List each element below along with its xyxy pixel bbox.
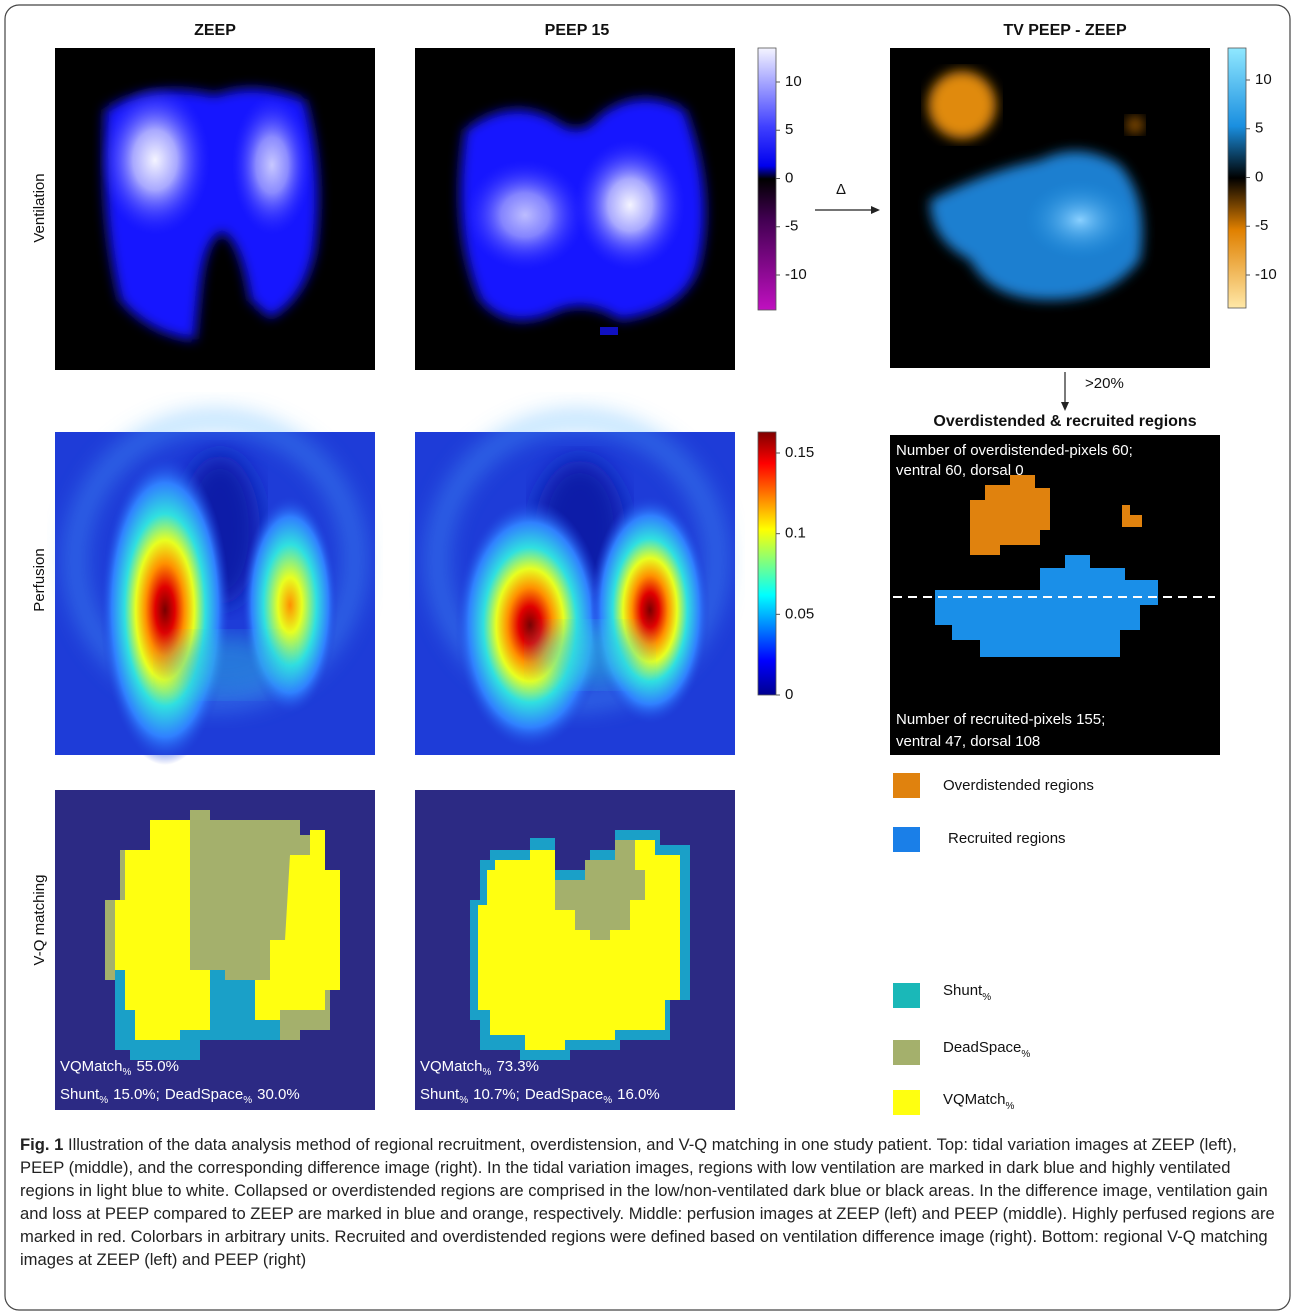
vq-stat: Shunt%15.0%;DeadSpace%30.0% <box>60 1086 300 1106</box>
legend-swatch <box>893 1040 920 1065</box>
legend-label: DeadSpace% <box>943 1039 1030 1060</box>
legend-swatch <box>893 983 920 1008</box>
vq-stat: VQMatch%73.3% <box>420 1058 539 1078</box>
perfusion-peep-image <box>415 420 735 755</box>
legend-label: Shunt% <box>943 982 991 1003</box>
legend-swatch <box>893 827 920 852</box>
row-label: V-Q matching <box>31 875 48 966</box>
colorbar-label: -5 <box>1255 217 1268 234</box>
colorbar-label: -5 <box>785 218 798 235</box>
arrow-head <box>1061 402 1069 411</box>
row-label: Perfusion <box>31 548 48 611</box>
legend-label: Recruited regions <box>948 830 1066 847</box>
colorbar-label: -10 <box>785 266 807 283</box>
perfusion-zeep-image <box>55 420 375 765</box>
colorbar-label: 0.05 <box>785 605 814 622</box>
figure: ZEEP PEEP 15 TV PEEP - ZEEP Ventilation … <box>0 0 1295 1316</box>
regions-title: Overdistended & recruited regions <box>933 413 1196 430</box>
colorbar-label: 5 <box>1255 120 1263 137</box>
difference-colorbar: 10 5 0 -5 -10 <box>1228 48 1277 308</box>
column-title: ZEEP <box>194 22 236 39</box>
caption-label: Fig. 1 <box>20 1135 63 1154</box>
colorbar-label: 10 <box>785 73 802 90</box>
regions-text: Number of overdistended-pixels 60; <box>896 442 1133 459</box>
legend-swatch <box>893 773 920 798</box>
caption-text: Illustration of the data analysis method… <box>20 1135 1275 1269</box>
legend-label: Overdistended regions <box>943 777 1094 794</box>
vq-stat: Shunt%10.7%;DeadSpace%16.0% <box>420 1086 660 1106</box>
colorbar-label: -10 <box>1255 266 1277 283</box>
colorbar-label: 0 <box>785 686 793 703</box>
regions-image <box>890 435 1220 755</box>
regions-text: ventral 47, dorsal 108 <box>896 733 1040 750</box>
ventilation-zeep-image <box>55 48 375 370</box>
legend-label: VQMatch% <box>943 1091 1015 1112</box>
column-title: PEEP 15 <box>545 22 610 39</box>
colorbar-label: 0.15 <box>785 444 814 461</box>
threshold-label: >20% <box>1085 375 1124 392</box>
colorbar-label: 5 <box>785 121 793 138</box>
colorbar-label: 0 <box>785 169 793 186</box>
figure-page: ZEEP PEEP 15 TV PEEP - ZEEP Ventilation … <box>0 0 1295 1316</box>
colorbar-label: 0 <box>1255 168 1263 185</box>
caption: Fig. 1 Illustration of the data analysis… <box>20 1133 1278 1271</box>
arrow-head <box>871 206 880 214</box>
vq-stat: VQMatch%55.0% <box>60 1058 179 1078</box>
regions-text: Number of recruited-pixels 155; <box>896 711 1105 728</box>
ventilation-colorbar: 10 5 0 -5 -10 <box>758 48 807 310</box>
colorbar-label: 10 <box>1255 71 1272 88</box>
row-label: Ventilation <box>31 173 48 242</box>
colorbar-label: 0.1 <box>785 525 806 542</box>
perfusion-colorbar: 0.15 0.1 0.05 0 <box>758 432 814 703</box>
column-title: TV PEEP - ZEEP <box>1003 22 1127 39</box>
difference-image <box>890 48 1210 368</box>
ventilation-peep-image <box>415 48 735 370</box>
legend-swatch <box>893 1090 920 1115</box>
regions-text: ventral 60, dorsal 0 <box>896 462 1024 479</box>
delta-label: Δ <box>836 181 846 198</box>
